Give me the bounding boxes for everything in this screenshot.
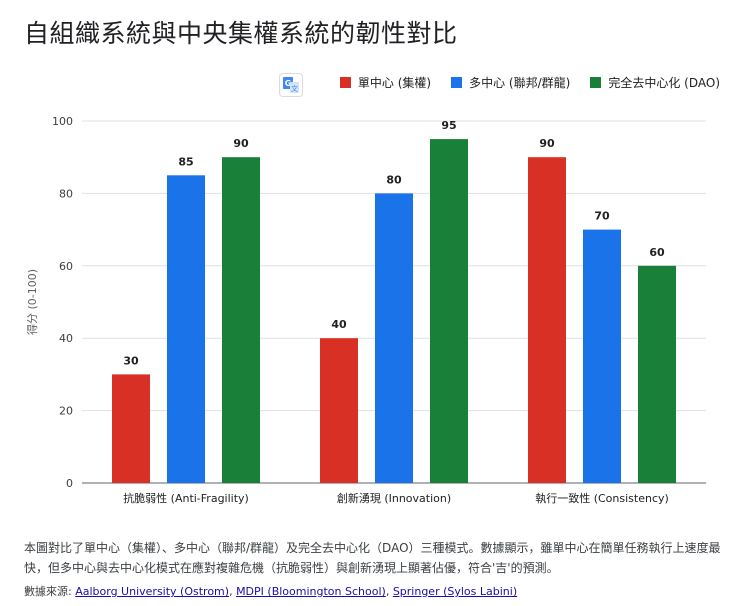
- legend-swatch-0: [339, 77, 351, 88]
- x-tick-label-1: 創新湧現 (Innovation): [337, 491, 451, 505]
- legend-label-0: 單中心 (集權): [357, 76, 432, 90]
- bar-1-0: [320, 338, 358, 483]
- legend-item-1: 多中心 (聯邦/群龍): [451, 74, 570, 91]
- legend-item-0: 單中心 (集權): [339, 74, 432, 91]
- y-axis-label: 得分 (0-100): [26, 269, 39, 335]
- x-tick-label-2: 執行一致性 (Consistency): [535, 491, 669, 505]
- chart-description: 本圖對比了單中心（集權）、多中心（聯邦/群龍）及完全去中心化（DAO）三種模式。…: [24, 541, 721, 575]
- bar-0-2: [222, 157, 260, 483]
- legend-swatch-2: [590, 77, 602, 88]
- y-tick-label-100: 100: [52, 115, 73, 128]
- chart-legend: 單中心 (集權) 多中心 (聯邦/群龍) 完全去中心化 (DAO): [339, 74, 720, 91]
- y-tick-label-0: 0: [66, 477, 73, 490]
- translate-button[interactable]: G 文: [279, 73, 303, 97]
- bar-chart: 0 20 40 60 80 100 得分 (0-100) 30 85 90 抗脆弱性 (Anti-F…: [26, 115, 706, 505]
- source-link-mdpi[interactable]: MDPI (Bloomington School): [236, 585, 386, 598]
- data-label-0-1: 85: [178, 155, 193, 168]
- data-label-1-0: 40: [331, 318, 347, 331]
- legend-label-1: 多中心 (聯邦/群龍): [469, 76, 571, 90]
- bar-2-0: [528, 157, 566, 483]
- legend-label-2: 完全去中心化 (DAO): [608, 76, 720, 90]
- data-label-2-2: 60: [649, 246, 665, 259]
- data-label-1-2: 95: [441, 119, 456, 132]
- y-tick-label-80: 80: [59, 187, 73, 200]
- data-label-0-2: 90: [233, 137, 249, 150]
- bar-1-1: [375, 193, 413, 483]
- translate-icon: G 文: [283, 77, 299, 93]
- data-label-1-1: 80: [386, 173, 402, 186]
- y-tick-label-40: 40: [59, 332, 73, 345]
- bar-2-2: [638, 265, 676, 483]
- chart-title: 自組織系統與中央集權系統的韌性對比: [24, 19, 458, 48]
- legend-swatch-1: [451, 77, 463, 88]
- sources-line: 數據來源: Aalborg University (Ostrom), MDPI …: [24, 585, 518, 598]
- legend-item-2: 完全去中心化 (DAO): [590, 74, 720, 91]
- bar-2-1: [583, 229, 621, 483]
- source-link-aalborg[interactable]: Aalborg University (Ostrom): [75, 585, 230, 598]
- sources-label: 數據來源:: [24, 585, 72, 598]
- svg-text:G: G: [285, 79, 292, 88]
- source-link-springer[interactable]: Springer (Sylos Labini): [392, 585, 518, 598]
- data-label-2-0: 90: [539, 137, 555, 150]
- bar-0-0: [112, 374, 150, 483]
- svg-text:文: 文: [291, 84, 298, 93]
- bar-0-1: [167, 175, 205, 484]
- y-tick-label-20: 20: [59, 405, 73, 418]
- data-label-0-0: 30: [123, 354, 139, 367]
- data-label-2-1: 70: [594, 210, 610, 223]
- y-tick-label-60: 60: [59, 260, 73, 273]
- x-tick-label-0: 抗脆弱性 (Anti-Fragility): [123, 491, 249, 505]
- bar-1-2: [430, 139, 468, 483]
